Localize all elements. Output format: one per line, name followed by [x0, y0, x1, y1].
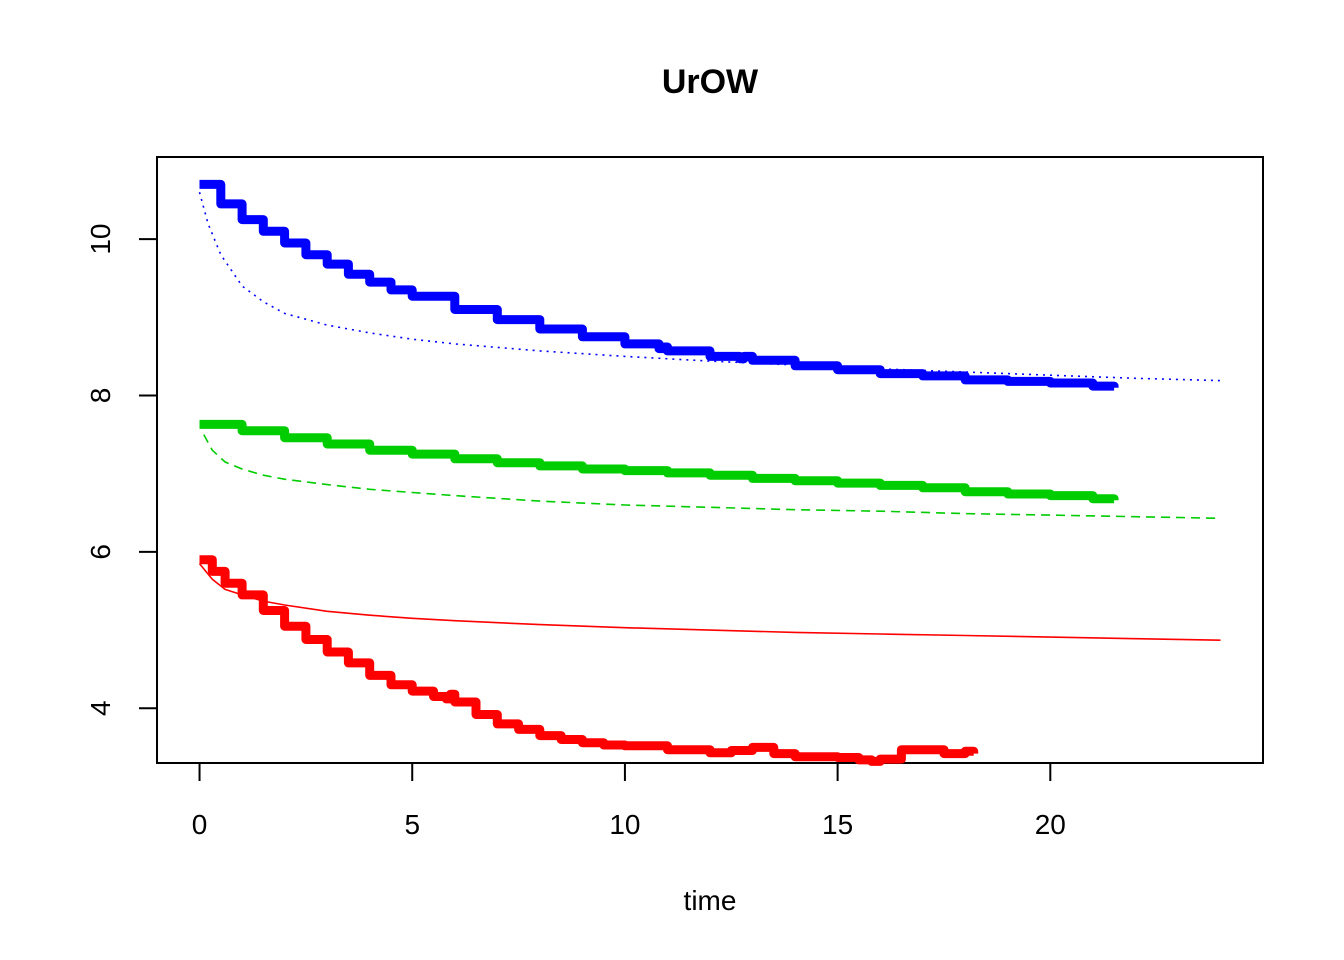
x-tick-label: 10 [609, 809, 640, 840]
series-line-5 [199, 555, 979, 766]
x-tick-label: 5 [404, 809, 420, 840]
series-line-4 [203, 434, 1221, 520]
chart-title: UrOW [662, 63, 759, 101]
y-tick-label: 10 [85, 224, 116, 255]
y-tick-label: 6 [85, 544, 116, 560]
x-axis: 0 5 10 15 20 [192, 762, 1066, 840]
y-axis: 4 6 8 10 [85, 224, 158, 716]
y-tick-label: 8 [85, 388, 116, 404]
x-axis-title: time [684, 885, 737, 916]
x-tick-label: 0 [192, 809, 208, 840]
series-layer [198, 179, 1221, 766]
series-line-3 [199, 419, 1119, 504]
plot-frame [156, 156, 1264, 764]
y-tick-label: 4 [85, 700, 116, 716]
x-tick-label: 20 [1035, 809, 1066, 840]
series-line-1 [199, 179, 1119, 391]
x-tick-label: 15 [822, 809, 853, 840]
series-line-6 [198, 563, 1221, 641]
